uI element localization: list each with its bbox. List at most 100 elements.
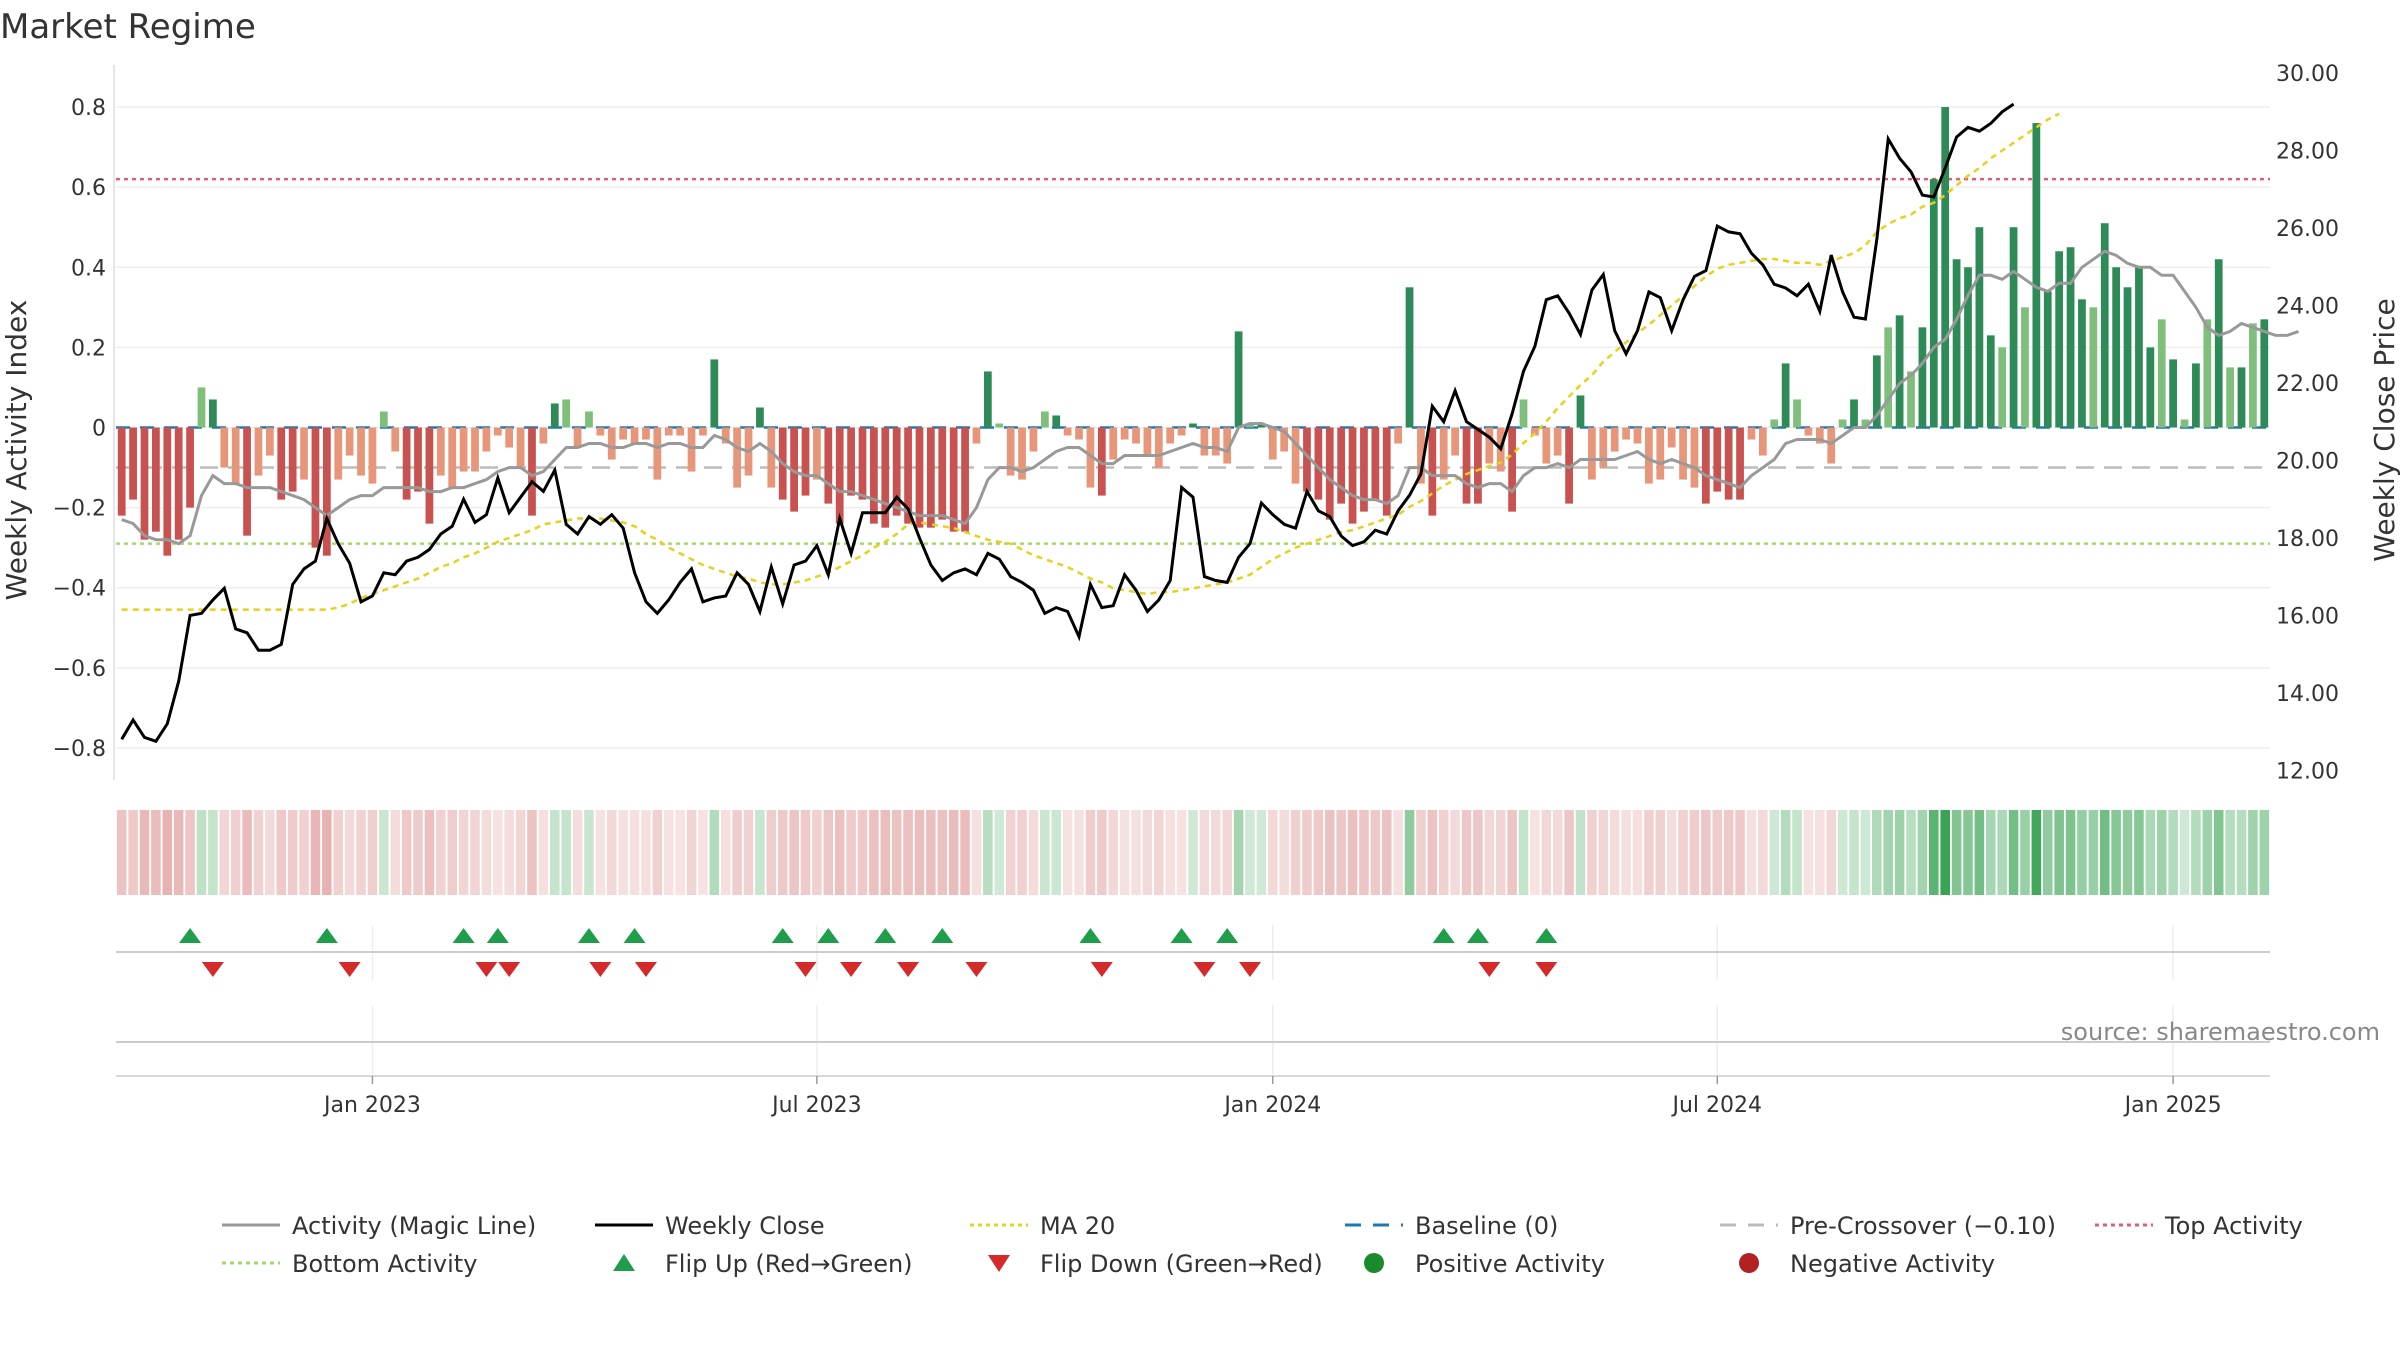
activity-bar: [2112, 267, 2121, 428]
x-tick-label: Jan 2025: [2123, 1093, 2222, 1118]
activity-bar: [1257, 423, 1266, 428]
heat-cell: [1359, 810, 1369, 895]
heat-cell: [1199, 810, 1210, 895]
heat-cell: [1142, 810, 1153, 895]
heat-cell: [1530, 810, 1540, 895]
ma20-line: [121, 112, 2060, 611]
heat-cell: [1040, 810, 1050, 895]
heat-cell: [1062, 810, 1073, 895]
activity-bar: [1143, 427, 1152, 456]
heat-cell: [2225, 810, 2235, 895]
source-note: source: sharemaestro.com: [2061, 1018, 2380, 1046]
activity-bar: [345, 427, 354, 456]
heat-cell: [436, 810, 446, 895]
legend-swatch: [988, 1255, 1010, 1272]
chart-title: Market Regime: [0, 7, 256, 47]
heat-cell: [208, 810, 218, 895]
heat-cell: [1119, 810, 1130, 895]
activity-bar: [1325, 427, 1334, 520]
heat-cell: [173, 810, 184, 895]
heat-cell: [1678, 810, 1688, 895]
activity-bar: [1815, 427, 1824, 444]
heat-cell: [777, 810, 788, 895]
activity-bar: [562, 399, 571, 428]
heat-cell: [458, 810, 469, 895]
heat-cell: [2020, 810, 2030, 895]
heat-cell: [1222, 810, 1232, 895]
activity-bar: [1371, 427, 1380, 500]
heat-cell: [299, 810, 309, 895]
flip-down-marker: [1478, 962, 1501, 977]
activity-bar: [1827, 427, 1836, 464]
heat-cell: [743, 810, 754, 895]
x-tick-label: Jan 2024: [1222, 1093, 1321, 1118]
flip-down-marker: [794, 962, 817, 977]
flip-markers-panel: [116, 925, 2270, 980]
activity-bar: [972, 427, 981, 444]
activity-bar: [2146, 347, 2155, 428]
heat-cell: [1940, 810, 1950, 895]
heat-cell: [2134, 810, 2144, 895]
heat-cell: [1518, 810, 1529, 895]
activity-bar: [1382, 427, 1391, 516]
activity-bar: [573, 427, 582, 448]
activity-bar: [1542, 427, 1551, 464]
activity-bar: [357, 427, 365, 476]
activity-bar: [881, 427, 890, 528]
flip-down-marker: [589, 962, 612, 977]
activity-bar: [2009, 227, 2018, 428]
heat-cell: [1028, 810, 1039, 895]
heat-cell: [1495, 810, 1506, 895]
activity-bar: [1701, 427, 1710, 504]
heat-cell: [1256, 810, 1267, 895]
legend-label: MA 20: [1040, 1212, 1115, 1240]
activity-bar: [174, 427, 183, 540]
activity-bar: [607, 427, 616, 460]
heat-cell: [2122, 810, 2133, 895]
activity-bar: [1770, 419, 1779, 428]
activity-bar: [870, 427, 878, 524]
heat-cell: [869, 810, 879, 895]
heat-cell: [914, 810, 925, 895]
flip-down-marker: [840, 962, 863, 977]
heat-cell: [595, 810, 606, 895]
activity-bar: [2078, 299, 2086, 428]
flip-down-marker: [475, 962, 498, 977]
activity-bar: [1895, 315, 1904, 428]
activity-bar: [448, 427, 457, 488]
heat-cell: [2202, 810, 2213, 895]
activity-bar: [1086, 427, 1095, 488]
flip-down-marker: [338, 962, 361, 977]
flip-up-marker: [1466, 928, 1489, 943]
heat-cell: [1154, 810, 1164, 895]
heat-cell: [2156, 810, 2167, 895]
heat-cell: [1541, 810, 1552, 895]
heat-cell: [1758, 810, 1768, 895]
right-y-axis: 30.00 28.00 26.00 24.00 22.00 20.00 18.00 16.00…: [2276, 62, 2339, 784]
legend-item: Negative Activity: [1739, 1250, 1995, 1278]
heat-cell: [709, 810, 720, 895]
heat-cell: [1267, 810, 1278, 895]
heat-cell: [1188, 810, 1198, 895]
heat-cell: [1746, 810, 1757, 895]
heat-cell: [1632, 810, 1643, 895]
activity-bar: [1884, 327, 1893, 428]
legend-label: Top Activity: [2164, 1212, 2303, 1240]
heat-cell: [2191, 810, 2201, 895]
heat-cell: [504, 810, 514, 895]
activity-bar: [311, 427, 320, 548]
activity-bar: [231, 427, 240, 484]
heat-cell: [2077, 810, 2087, 895]
heat-cell: [2236, 810, 2247, 895]
activity-bar: [1223, 427, 1232, 464]
heat-cell: [1165, 810, 1175, 895]
heat-cell: [1473, 810, 1483, 895]
activity-bar: [585, 411, 593, 428]
heat-cell: [2179, 810, 2190, 895]
heat-cell: [333, 810, 344, 895]
heat-cell: [424, 810, 435, 895]
heat-cell: [1302, 810, 1312, 895]
activity-bar: [1485, 427, 1494, 464]
legend-label: Activity (Magic Line): [292, 1212, 536, 1240]
flip-up-marker: [179, 928, 202, 943]
